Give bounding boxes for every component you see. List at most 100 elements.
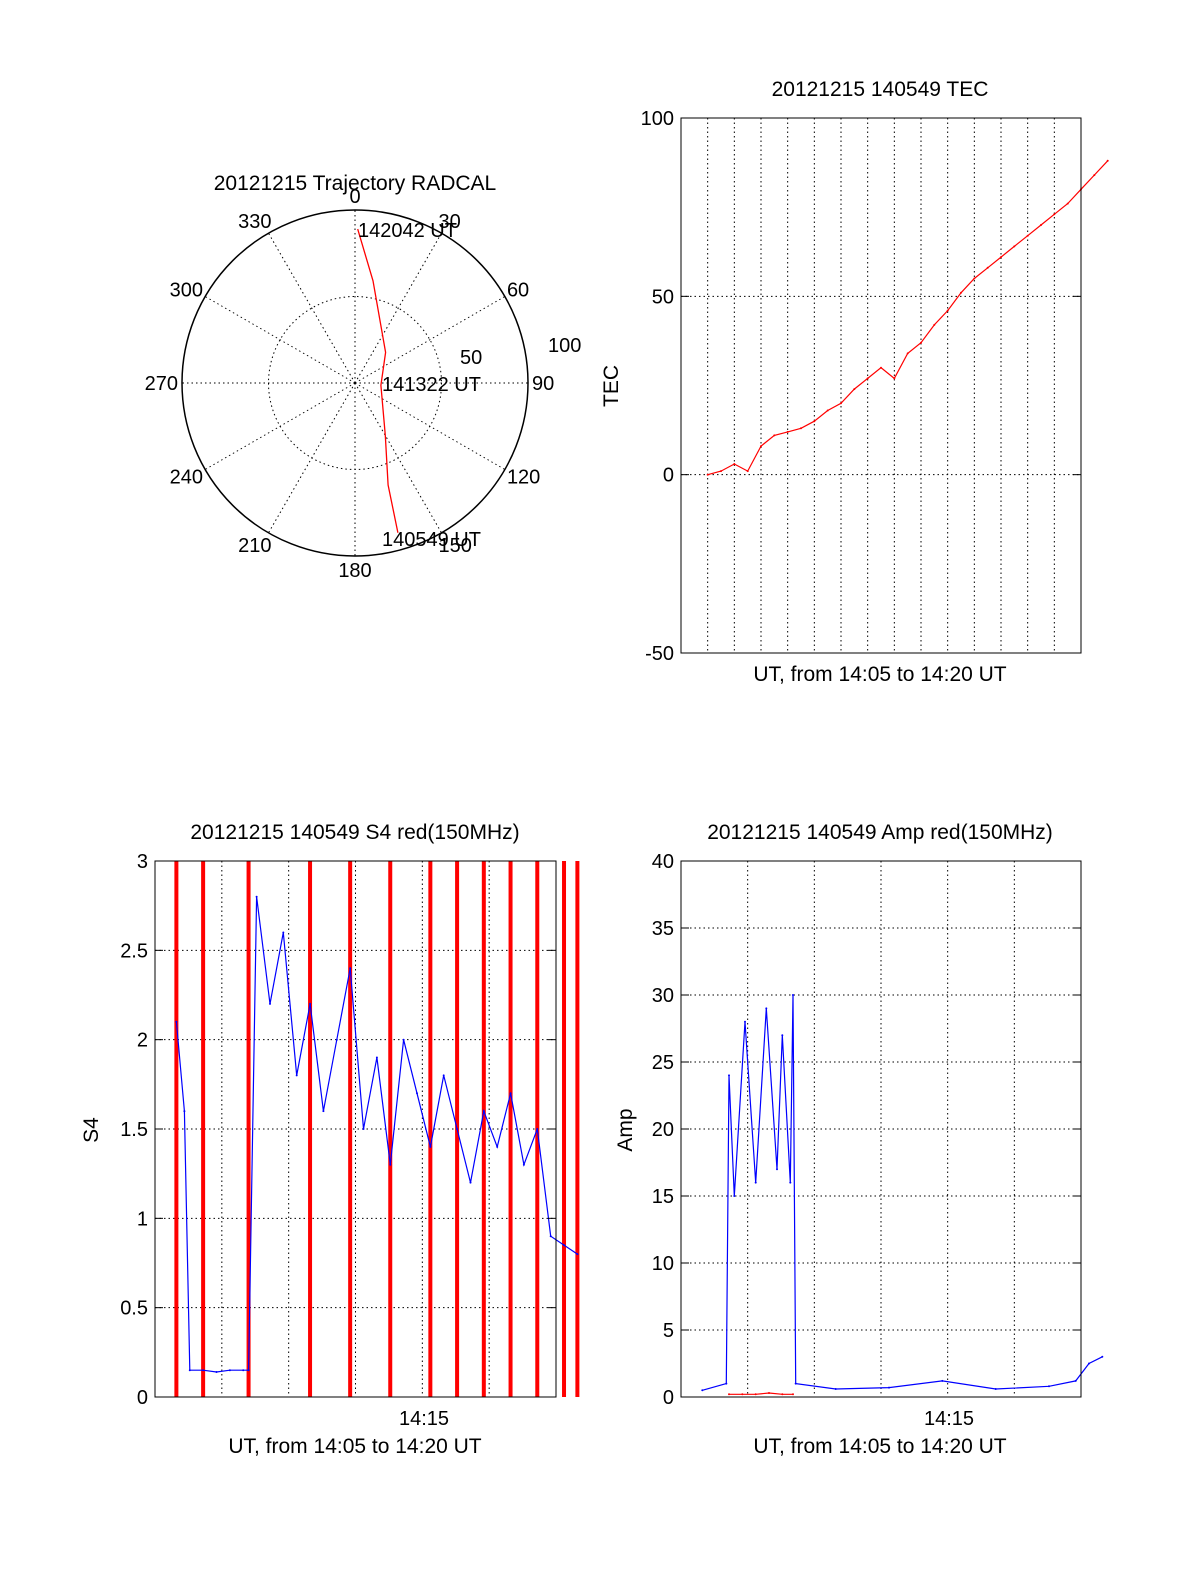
amp-y-tick-label: 20 — [652, 1119, 674, 1141]
tec-line-point — [840, 402, 842, 405]
tec-line-point — [1000, 256, 1002, 259]
s4-blue-line-point — [362, 1128, 365, 1130]
tec-x-label: UT, from 14:05 to 14:20 UT — [753, 663, 1006, 686]
polar-azimuth-label: 300 — [170, 280, 203, 302]
tec-line-point — [1106, 159, 1109, 162]
s4-chart: 20121215 140549 S4 red(150MHz) 3 2.5 2 1.5 1… — [80, 821, 580, 1458]
amp-blue-line-point — [789, 1181, 792, 1184]
amp-red-line-point — [741, 1393, 744, 1396]
polar-azimuth-label: 180 — [338, 560, 371, 582]
tec-line-point — [786, 430, 789, 433]
amp-y-ticks: 40 35 30 25 20 15 10 5 0 — [652, 851, 1081, 1409]
tec-line-point — [746, 470, 749, 473]
polar-spoke — [354, 296, 506, 384]
trajectory-mid-label: 141322 UT — [382, 374, 481, 396]
s4-blue-line-point — [309, 1002, 312, 1005]
tec-y-tick-label: -50 — [645, 643, 674, 665]
amp-blue-line-point — [744, 1020, 746, 1023]
tec-y-tick-label: 0 — [663, 465, 674, 487]
tec-line-point — [1093, 174, 1096, 177]
polar-spoke — [354, 382, 506, 470]
tec-grid — [681, 118, 1081, 653]
tec-line-point — [706, 473, 709, 476]
tec-frame — [680, 117, 1082, 654]
polar-spoke — [268, 232, 356, 384]
s4-y-tick-label: 2 — [137, 1030, 148, 1052]
polar-azimuth-label: 30 — [439, 211, 461, 233]
amp-y-tick-label: 5 — [663, 1320, 674, 1342]
s4-y-tick-label: 0.5 — [120, 1298, 148, 1320]
tec-y-tick-label: 100 — [641, 108, 674, 130]
s4-y-tick-label: 0 — [137, 1387, 148, 1409]
polar-azimuth-label: 90 — [532, 373, 554, 395]
s4-blue-line-point — [349, 967, 352, 970]
polar-azimuth-label: 120 — [507, 467, 540, 489]
s4-blue-line-point — [242, 1369, 245, 1372]
amp-y-label: Amp — [614, 1108, 637, 1151]
s4-blue-line-point — [402, 1038, 405, 1041]
amp-blue-line — [702, 994, 1103, 1391]
amp-y-tick-label: 10 — [652, 1253, 674, 1275]
trajectory-end-label: 142042 UT — [358, 220, 457, 242]
polar-spoke — [204, 382, 356, 470]
polar-azimuth-label: 60 — [507, 280, 529, 302]
polar-radial-label: 100 — [548, 335, 581, 357]
amp-series — [701, 994, 1104, 1396]
s4-blue-line-point — [202, 1369, 205, 1372]
tec-line-point — [880, 366, 882, 369]
tec-title: 20121215 140549 TEC — [772, 78, 989, 101]
s4-blue-line-point — [247, 1369, 250, 1372]
tec-line-point — [946, 309, 949, 312]
amp-title: 20121215 140549 Amp red(150MHz) — [707, 821, 1053, 844]
s4-blue-line-point — [429, 1145, 432, 1148]
s4-blue-line-point — [549, 1235, 552, 1238]
amp-blue-line-point — [733, 1195, 736, 1197]
polar-trajectory-chart: 20121215 Trajectory RADCAL 0 30 60 90 120 150… — [145, 172, 582, 582]
tec-line-point — [773, 434, 776, 437]
tec-line-point — [800, 427, 802, 430]
polar-title: 20121215 Trajectory RADCAL — [214, 172, 497, 195]
polar-spoke — [268, 382, 356, 534]
s4-y-tick-label: 1.5 — [120, 1119, 148, 1141]
s4-y-tick-label: 1 — [137, 1208, 148, 1230]
tec-line-point — [920, 341, 922, 344]
trajectory-start-label: 140549 UT — [382, 529, 481, 551]
s4-blue-line-point — [469, 1181, 472, 1184]
tec-line — [707, 160, 1109, 476]
amp-x-label: UT, from 14:05 to 14:20 UT — [753, 1435, 1006, 1458]
tec-line-point — [960, 291, 962, 294]
s4-blue-line-point — [375, 1056, 378, 1059]
s4-x-tick: 14:15 — [399, 1408, 449, 1430]
tec-line-point — [1013, 245, 1016, 248]
tec-chart: 20121215 140549 TEC 100 50 0 -50 TEC UT, fr… — [600, 78, 1109, 686]
polar-azimuth-label: 330 — [238, 211, 271, 233]
tec-line-point — [1066, 202, 1069, 205]
trajectory-line — [357, 228, 399, 533]
polar-azimuth-label: 150 — [439, 535, 472, 557]
s4-blue-line-point — [482, 1110, 485, 1113]
s4-series — [174, 861, 580, 1397]
amp-blue-line-point — [941, 1379, 944, 1382]
amp-y-tick-label: 15 — [652, 1186, 674, 1208]
polar-spoke — [354, 232, 442, 384]
tec-line-point — [986, 266, 989, 269]
amp-blue-line-point — [1048, 1385, 1050, 1388]
amp-red-line-point — [792, 1393, 794, 1396]
polar-grid — [181, 209, 529, 557]
polar-radial-label: 50 — [460, 347, 482, 369]
amp-blue-line-point — [994, 1388, 997, 1390]
tec-line-point — [853, 388, 856, 391]
s4-blue-line-point — [215, 1371, 218, 1373]
tec-line-point — [866, 377, 869, 380]
amp-blue-line-point — [725, 1382, 728, 1385]
amp-red-line-point — [728, 1393, 730, 1396]
amp-blue-line-point — [728, 1074, 730, 1077]
tec-line-point — [826, 409, 829, 412]
tec-y-tick-label: 50 — [652, 286, 674, 308]
tec-line-point — [733, 463, 736, 465]
s4-blue-line — [175, 896, 578, 1373]
s4-x-label: UT, from 14:05 to 14:20 UT — [228, 1435, 481, 1458]
polar-azimuth-label: 210 — [238, 535, 271, 557]
s4-y-ticks: 3 2.5 2 1.5 1 0.5 0 — [120, 851, 556, 1409]
